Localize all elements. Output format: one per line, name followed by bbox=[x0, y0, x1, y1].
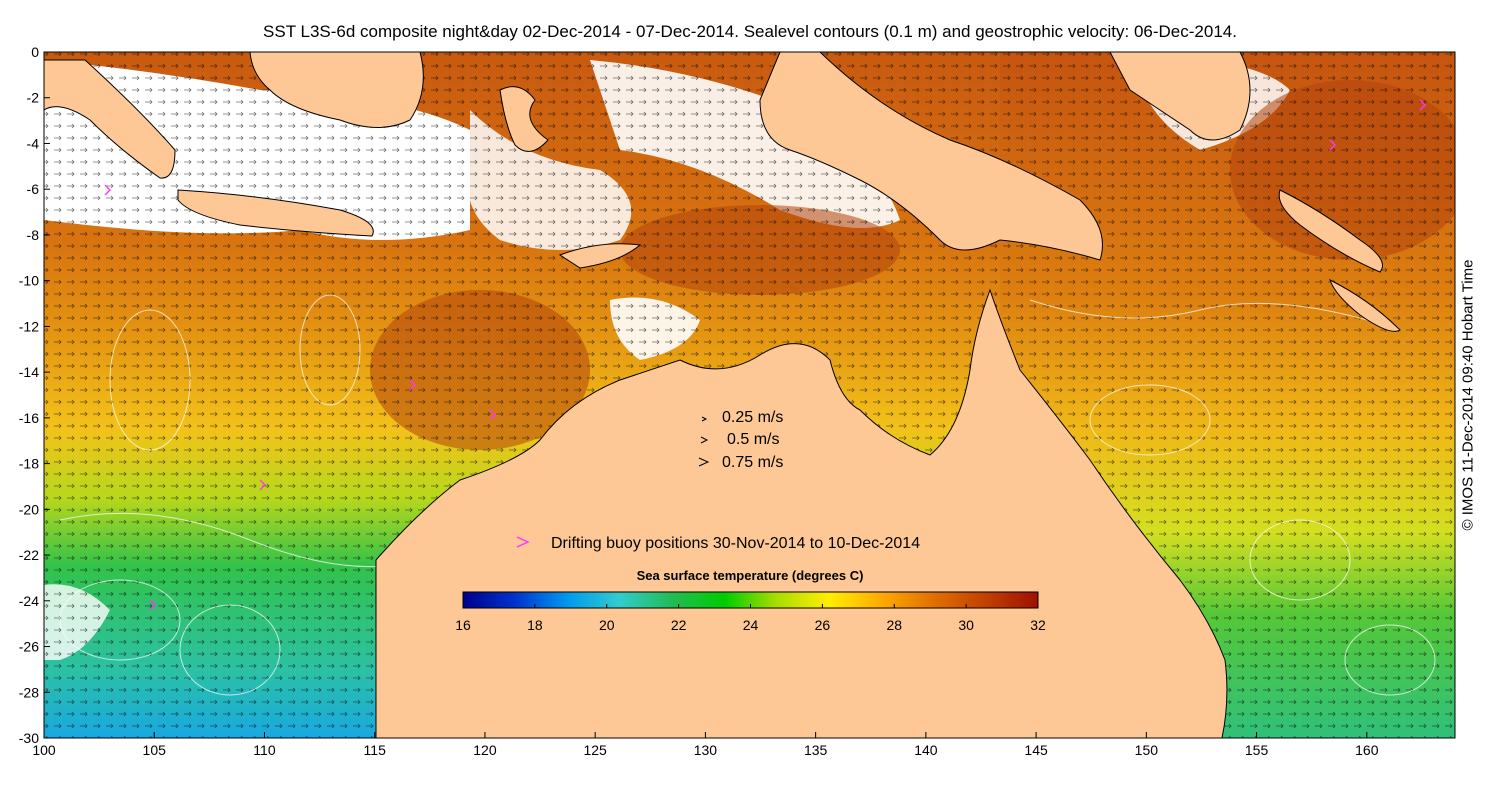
x-tick-label: 100 bbox=[32, 742, 56, 758]
x-tick-label: 105 bbox=[143, 742, 167, 758]
y-tick-label: -26 bbox=[19, 639, 39, 655]
colorbar-tick-label: 32 bbox=[1030, 617, 1046, 633]
papua-east bbox=[1109, 52, 1251, 141]
y-tick-label: -4 bbox=[27, 135, 40, 151]
x-tick-label: 110 bbox=[253, 742, 276, 758]
velocity-label-2: 0.75 m/s bbox=[722, 454, 783, 471]
x-axis: 100 105 110 115 120 125 130 135 140 145 150 155 160 bbox=[32, 732, 1379, 758]
velocity-legend: 0.25 m/s 0.5 m/s 0.75 m/s bbox=[698, 409, 783, 471]
x-tick-label: 135 bbox=[804, 742, 828, 758]
x-tick-label: 155 bbox=[1245, 742, 1269, 758]
plot-area bbox=[44, 52, 1455, 738]
y-tick-label: -10 bbox=[19, 273, 39, 289]
new-caledonia bbox=[1329, 279, 1401, 332]
plot-frame bbox=[43, 51, 1456, 739]
buoy-icon bbox=[516, 536, 530, 548]
y-tick-label: -28 bbox=[19, 684, 39, 700]
y-tick-label: -12 bbox=[19, 318, 39, 334]
australia bbox=[375, 288, 1228, 738]
x-tick-label: 140 bbox=[914, 742, 938, 758]
colorbar-tick-label: 22 bbox=[671, 617, 687, 633]
buoy-legend: Drifting buoy positions 30-Nov-2014 to 1… bbox=[516, 535, 920, 552]
y-tick-label: -22 bbox=[19, 547, 39, 563]
y-tick-label: 0 bbox=[31, 44, 39, 60]
arrow-icon bbox=[701, 416, 708, 422]
java bbox=[177, 189, 374, 237]
colorbar-tick-label: 24 bbox=[743, 617, 759, 633]
sumatra bbox=[44, 59, 176, 179]
x-tick-label: 130 bbox=[694, 742, 718, 758]
colorbar-tick-label: 30 bbox=[958, 617, 974, 633]
colorbar-tick-label: 20 bbox=[599, 617, 615, 633]
y-tick-label: -24 bbox=[19, 593, 39, 609]
velocity-label-0: 0.25 m/s bbox=[722, 409, 783, 426]
colorbar-tick-label: 16 bbox=[455, 617, 471, 633]
x-tick-label: 160 bbox=[1355, 742, 1379, 758]
arrow-icon bbox=[700, 436, 709, 444]
y-tick-label: -30 bbox=[19, 730, 39, 746]
arrow-icon bbox=[698, 457, 710, 467]
map-title: SST L3S-6d composite night&day 02-Dec-20… bbox=[263, 22, 1237, 41]
y-tick-label: -18 bbox=[19, 456, 39, 472]
colorbar-tick-label: 26 bbox=[815, 617, 831, 633]
x-tick-label: 115 bbox=[364, 742, 387, 758]
new-guinea bbox=[759, 52, 1103, 261]
y-tick-label: -2 bbox=[27, 90, 40, 106]
x-tick-label: 120 bbox=[473, 742, 497, 758]
sealevel-contours bbox=[59, 294, 1436, 696]
colorbar: Sea surface temperature (degrees C) 16 18… bbox=[455, 568, 1046, 633]
y-tick-label: -20 bbox=[19, 501, 39, 517]
y-axis: 0 -2 -4 -6 -8 -10 -12 -14 -16 -18 -20 -22 -24 -26 -28 -… bbox=[19, 44, 50, 746]
colorbar-tick-label: 18 bbox=[527, 617, 543, 633]
x-tick-label: 150 bbox=[1135, 742, 1159, 758]
land bbox=[44, 52, 1401, 738]
y-tick-label: -8 bbox=[27, 227, 40, 243]
velocity-label-1: 0.5 m/s bbox=[727, 431, 779, 448]
sulawesi bbox=[499, 86, 549, 152]
colorbar-tick-label: 28 bbox=[886, 617, 902, 633]
solomons bbox=[1278, 189, 1383, 273]
y-tick-label: -16 bbox=[19, 410, 39, 426]
timor bbox=[558, 243, 642, 269]
y-tick-label: -6 bbox=[27, 181, 40, 197]
borneo bbox=[249, 52, 424, 128]
y-tick-label: -14 bbox=[19, 364, 39, 380]
drifting-buoys bbox=[104, 99, 1426, 611]
x-tick-label: 145 bbox=[1024, 742, 1048, 758]
buoy-legend-label: Drifting buoy positions 30-Nov-2014 to 1… bbox=[551, 535, 920, 552]
x-tick-label: 125 bbox=[583, 742, 607, 758]
colorbar-title: Sea surface temperature (degrees C) bbox=[637, 568, 864, 583]
